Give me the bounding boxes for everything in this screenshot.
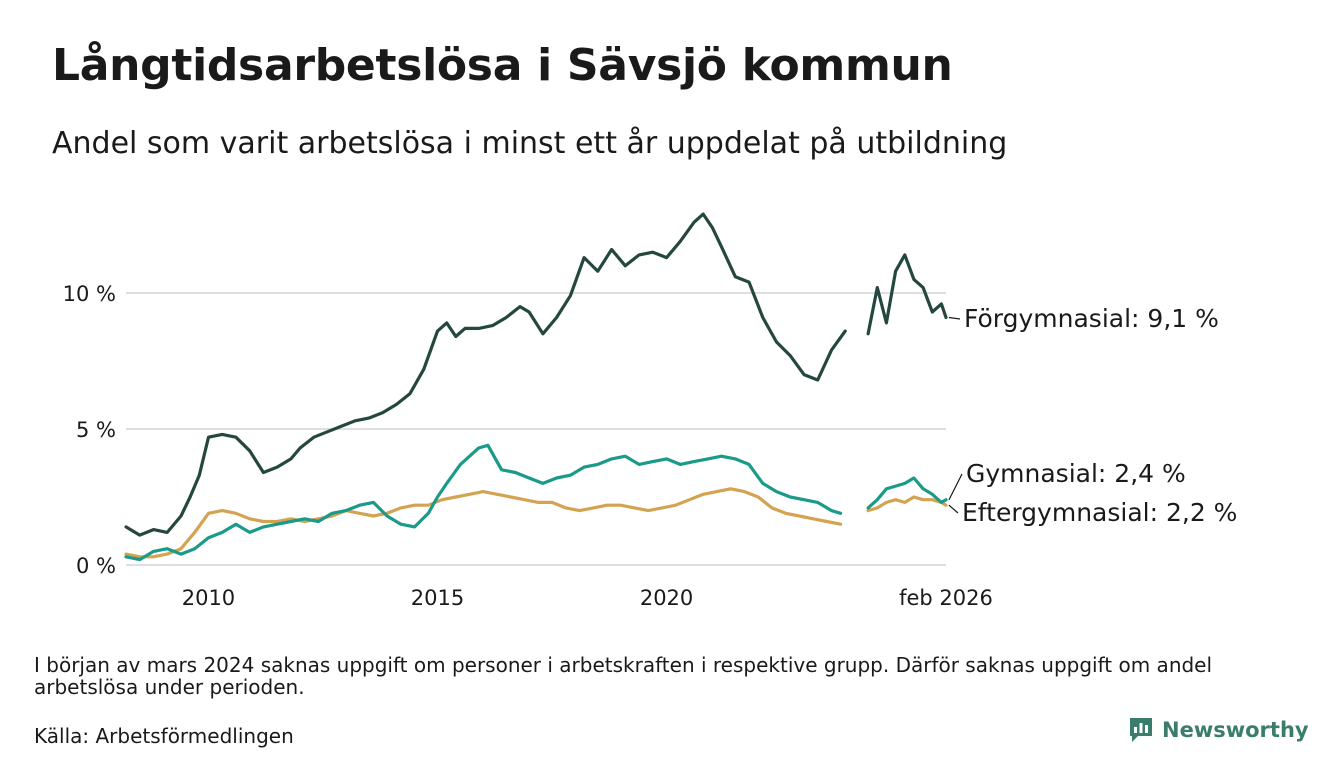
newsworthy-logo-icon bbox=[1130, 718, 1152, 742]
series-line-gymnasial bbox=[124, 443, 843, 562]
series-end-label-eftergymnasial: Eftergymnasial: 2,2 % bbox=[962, 498, 1237, 527]
x-tick-label: 2010 bbox=[182, 586, 235, 610]
footnote: I början av mars 2024 saknas uppgift om … bbox=[34, 653, 1213, 699]
brand-logo[interactable]: Newsworthy bbox=[1128, 716, 1309, 744]
x-tick-label: 2020 bbox=[640, 586, 693, 610]
series-line-gymnasial bbox=[866, 476, 948, 510]
source-text: Källa: Arbetsförmedlingen bbox=[34, 724, 294, 748]
x-tick-label: feb 2026 bbox=[899, 586, 993, 610]
series-line-eftergymnasial bbox=[124, 487, 843, 559]
series-line-forgymnasial bbox=[866, 253, 948, 336]
x-tick-label: 2015 bbox=[411, 586, 464, 610]
chart-subtitle: Andel som varit arbetslösa i minst ett å… bbox=[52, 126, 1008, 161]
brand-name: Newsworthy bbox=[1162, 718, 1309, 742]
y-tick-label: 10 % bbox=[63, 282, 116, 306]
series-end-label-gymnasial: Gymnasial: 2,4 % bbox=[966, 459, 1186, 488]
label-leader-line bbox=[948, 316, 961, 320]
y-tick-label: 0 % bbox=[76, 554, 116, 578]
line-chart: Förgymnasial: 9,1 % Gymnasial: 2,4 % Efter… bbox=[63, 212, 1237, 610]
label-leader-line bbox=[948, 473, 963, 500]
label-leader-line bbox=[948, 504, 959, 514]
series-line-forgymnasial bbox=[124, 212, 847, 537]
y-tick-label: 5 % bbox=[76, 418, 116, 442]
series-line-eftergymnasial bbox=[866, 495, 948, 513]
chart-title: Långtidsarbetslösa i Sävsjö kommun bbox=[52, 40, 953, 91]
series-end-label-forgymnasial: Förgymnasial: 9,1 % bbox=[964, 304, 1219, 333]
